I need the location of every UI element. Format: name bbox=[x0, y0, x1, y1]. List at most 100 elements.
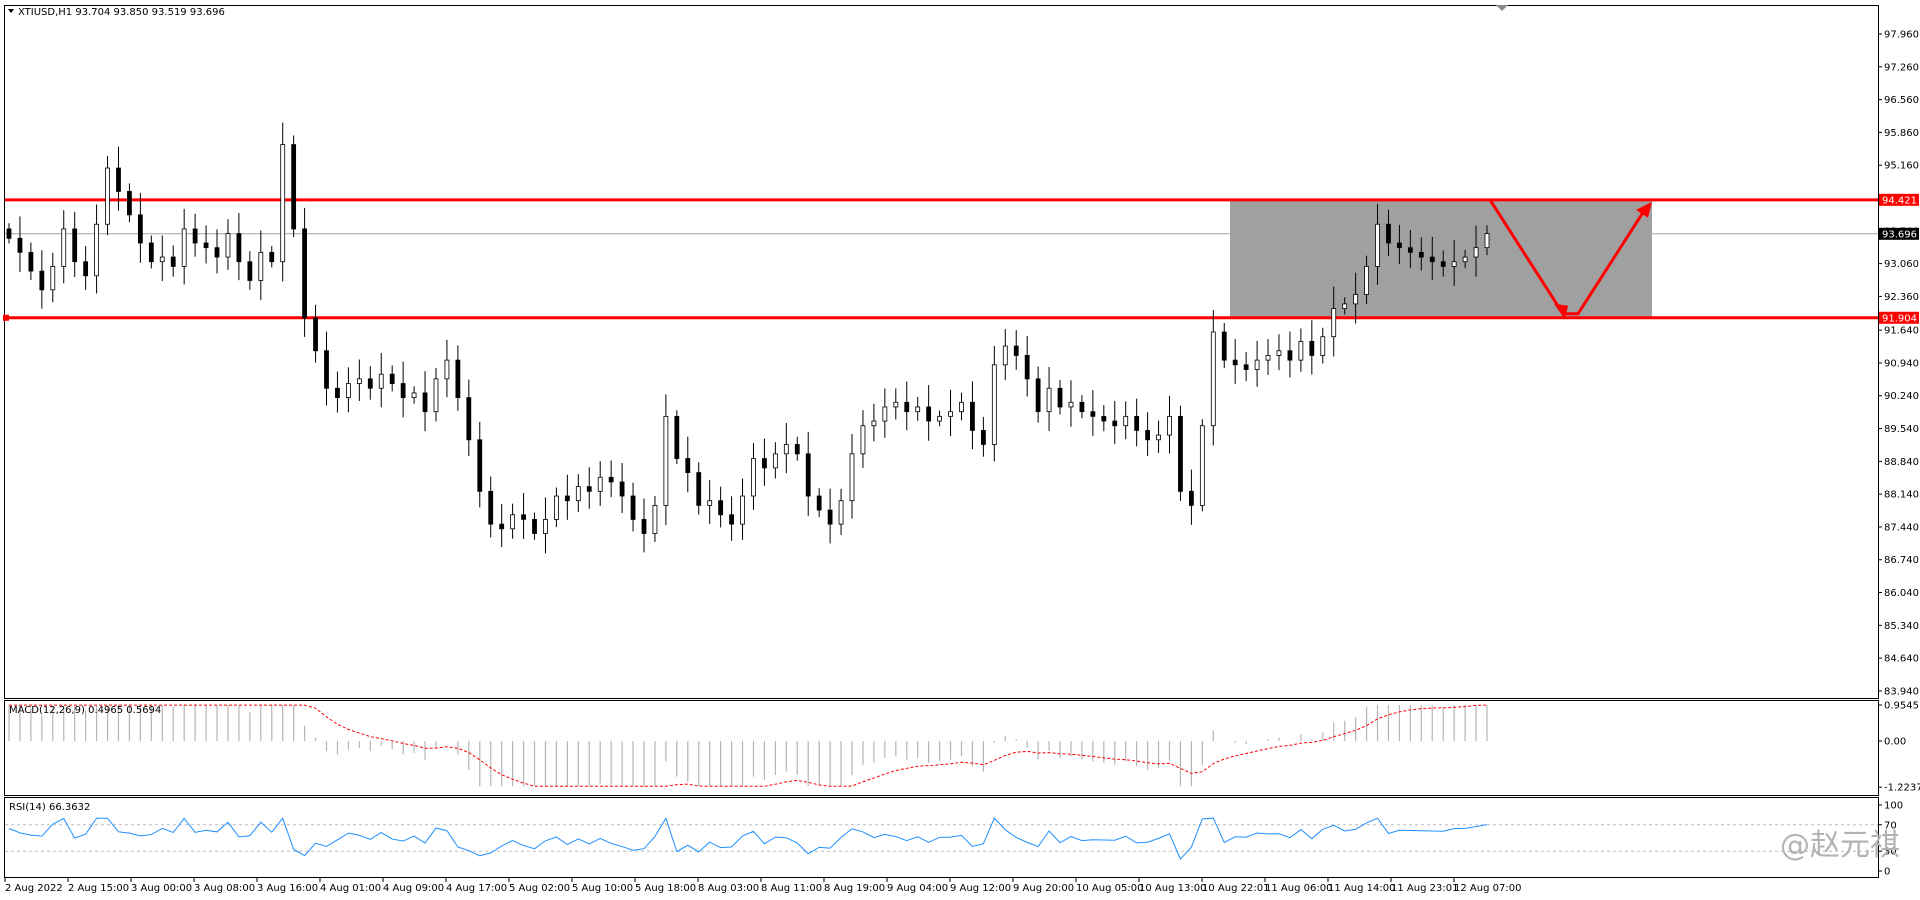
watermark: @赵元祺 bbox=[1780, 828, 1900, 863]
dropdown-triangle-icon[interactable] bbox=[8, 9, 14, 13]
candle bbox=[1013, 330, 1019, 370]
candle bbox=[1473, 225, 1479, 277]
candle bbox=[751, 443, 756, 510]
candle bbox=[597, 461, 603, 506]
candle bbox=[970, 381, 975, 450]
candle bbox=[28, 242, 34, 280]
candle bbox=[510, 503, 516, 539]
candle bbox=[203, 225, 209, 264]
candle bbox=[1364, 255, 1369, 305]
price-tick-label: 95.860 bbox=[1884, 128, 1919, 139]
candle bbox=[1386, 209, 1391, 257]
price-tick-label: 93.060 bbox=[1884, 259, 1919, 270]
candle bbox=[1484, 225, 1490, 256]
candle bbox=[466, 379, 472, 456]
time-tick-label: 10 Aug 13:00 bbox=[1139, 883, 1206, 894]
candle bbox=[1397, 224, 1402, 265]
arrow-down-icon bbox=[1554, 303, 1568, 320]
candle bbox=[948, 389, 953, 437]
candle bbox=[1451, 240, 1457, 286]
candle bbox=[1353, 272, 1359, 324]
candle bbox=[1287, 331, 1293, 378]
candle bbox=[1189, 469, 1194, 525]
time-tick-label: 10 Aug 22:01 bbox=[1202, 883, 1269, 894]
time-tick-label: 3 Aug 08:00 bbox=[194, 883, 255, 894]
candle bbox=[762, 438, 767, 486]
candle bbox=[335, 371, 340, 413]
time-tick-label: 11 Aug 06:00 bbox=[1265, 883, 1332, 894]
time-tick-label: 8 Aug 03:00 bbox=[698, 883, 759, 894]
candle bbox=[674, 410, 680, 464]
candle bbox=[991, 345, 997, 462]
zigzag-arrow[interactable] bbox=[1488, 199, 1648, 316]
candle bbox=[214, 229, 220, 274]
rsi-title: RSI(14) 66.3632 bbox=[9, 802, 90, 813]
line-handle[interactable] bbox=[3, 314, 9, 321]
candle bbox=[1090, 390, 1096, 436]
price-line-labels: 94.421 91.904 93.696 bbox=[1879, 193, 1919, 324]
candle bbox=[356, 359, 362, 401]
rsi-axis: 100 70 30 0 bbox=[1878, 801, 1903, 878]
candle bbox=[1123, 401, 1129, 440]
candle bbox=[116, 146, 121, 211]
candle bbox=[1320, 327, 1326, 364]
candle bbox=[313, 304, 318, 363]
time-tick-label: 9 Aug 12:00 bbox=[950, 883, 1011, 894]
candle bbox=[564, 474, 570, 520]
price-tick-label: 83.940 bbox=[1884, 686, 1919, 697]
time-tick-label: 4 Aug 09:00 bbox=[383, 883, 444, 894]
candle bbox=[1276, 334, 1282, 371]
candle bbox=[1079, 395, 1085, 419]
macd-title: MACD(12,26,9) 0.4965 0.5694 bbox=[9, 705, 161, 716]
candle bbox=[269, 246, 275, 268]
arrow-up-icon bbox=[1636, 201, 1652, 218]
macd-tick-label: -1.2237 bbox=[1884, 783, 1920, 794]
rsi-tick-label: 70 bbox=[1884, 820, 1897, 831]
upper-price-label: 94.421 bbox=[1882, 195, 1917, 206]
price-tick-label: 87.440 bbox=[1884, 522, 1919, 533]
candle bbox=[926, 385, 932, 441]
range-rectangle[interactable] bbox=[1230, 199, 1652, 318]
candle bbox=[849, 434, 855, 519]
candle bbox=[794, 436, 800, 461]
time-tick-label: 9 Aug 04:00 bbox=[887, 883, 948, 894]
candle bbox=[1298, 328, 1304, 372]
candle bbox=[1035, 366, 1041, 423]
candle bbox=[586, 467, 592, 509]
current-price-label: 93.696 bbox=[1882, 229, 1917, 240]
time-axis: 2 Aug 2022 2 Aug 15:00 3 Aug 00:00 3 Aug 08… bbox=[4, 878, 1521, 894]
candle bbox=[137, 192, 143, 263]
candle bbox=[521, 493, 526, 539]
candle bbox=[148, 235, 154, 269]
price-tick-label: 86.040 bbox=[1884, 588, 1919, 599]
candle bbox=[400, 361, 406, 418]
shaded-range-box[interactable] bbox=[1230, 199, 1652, 318]
candle bbox=[367, 366, 373, 400]
time-tick-label: 5 Aug 10:00 bbox=[572, 883, 633, 894]
price-tick-label: 92.360 bbox=[1884, 292, 1919, 303]
candle bbox=[816, 488, 822, 518]
candle bbox=[247, 251, 253, 290]
candle bbox=[1407, 229, 1413, 269]
time-tick-label: 2 Aug 2022 bbox=[5, 883, 63, 894]
candle bbox=[291, 135, 297, 238]
candle bbox=[608, 460, 614, 498]
price-tick-label: 84.640 bbox=[1884, 654, 1919, 665]
candle bbox=[127, 183, 132, 223]
candle bbox=[1375, 203, 1380, 285]
candle bbox=[805, 431, 811, 516]
projection-arrows[interactable] bbox=[1488, 199, 1652, 320]
price-tick-label: 90.240 bbox=[1884, 391, 1919, 402]
candle bbox=[783, 422, 789, 474]
candle bbox=[838, 488, 844, 535]
macd-tick-label: 0.00 bbox=[1884, 737, 1906, 748]
candle bbox=[740, 478, 745, 540]
candles bbox=[6, 122, 1490, 554]
scroll-marker-icon[interactable] bbox=[1496, 5, 1508, 11]
rsi-tick-label: 0 bbox=[1884, 867, 1890, 878]
time-tick-label: 5 Aug 18:00 bbox=[635, 883, 696, 894]
candle bbox=[192, 213, 198, 257]
candle bbox=[83, 245, 89, 290]
candle bbox=[1101, 405, 1107, 432]
candle bbox=[1134, 398, 1140, 447]
